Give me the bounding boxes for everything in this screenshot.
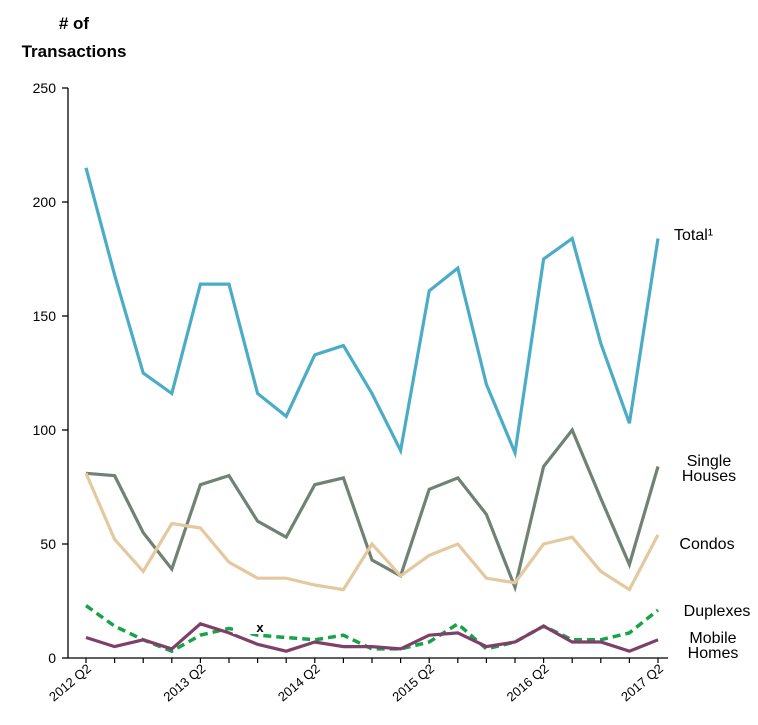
series-line-mobile-homes	[85, 622, 659, 653]
y-tick-label: 50	[40, 536, 56, 552]
series-label-single-houses: Houses	[682, 468, 736, 485]
series-label-condos: Condos	[679, 536, 734, 553]
series-label-single-houses: Single	[687, 453, 732, 470]
y-tick-label: 200	[33, 194, 57, 210]
x-tick-label: 2013 Q2	[160, 661, 208, 705]
series-line-duplexes	[84, 604, 660, 654]
annotation-background	[233, 618, 275, 634]
x-tick-label: 2015 Q2	[389, 661, 437, 705]
series-label-duplexes: Duplexes	[684, 603, 751, 620]
y-axis-title: # of Transactions	[21, 14, 127, 61]
series-label-mobile-homes: Mobile	[689, 630, 736, 647]
series-label-mobile-homes: Homes	[688, 645, 739, 662]
x-tick-label: 2012 Q2	[46, 661, 94, 705]
series-line-condos	[84, 472, 660, 592]
series-line-total	[84, 167, 660, 459]
y-tick-label: 100	[33, 422, 57, 438]
y-tick-label: 250	[33, 80, 57, 96]
series-label-total: Total¹	[674, 227, 713, 244]
y-tick-label: 150	[33, 308, 57, 324]
x-tick-label: 2017 Q2	[618, 661, 666, 705]
y-tick-label: 0	[48, 650, 56, 666]
x-tick-label: 2014 Q2	[275, 661, 323, 705]
series-line-single-houses	[85, 426, 660, 593]
x-tick-label: 2016 Q2	[504, 661, 552, 705]
annotation-mark: x	[256, 620, 264, 635]
